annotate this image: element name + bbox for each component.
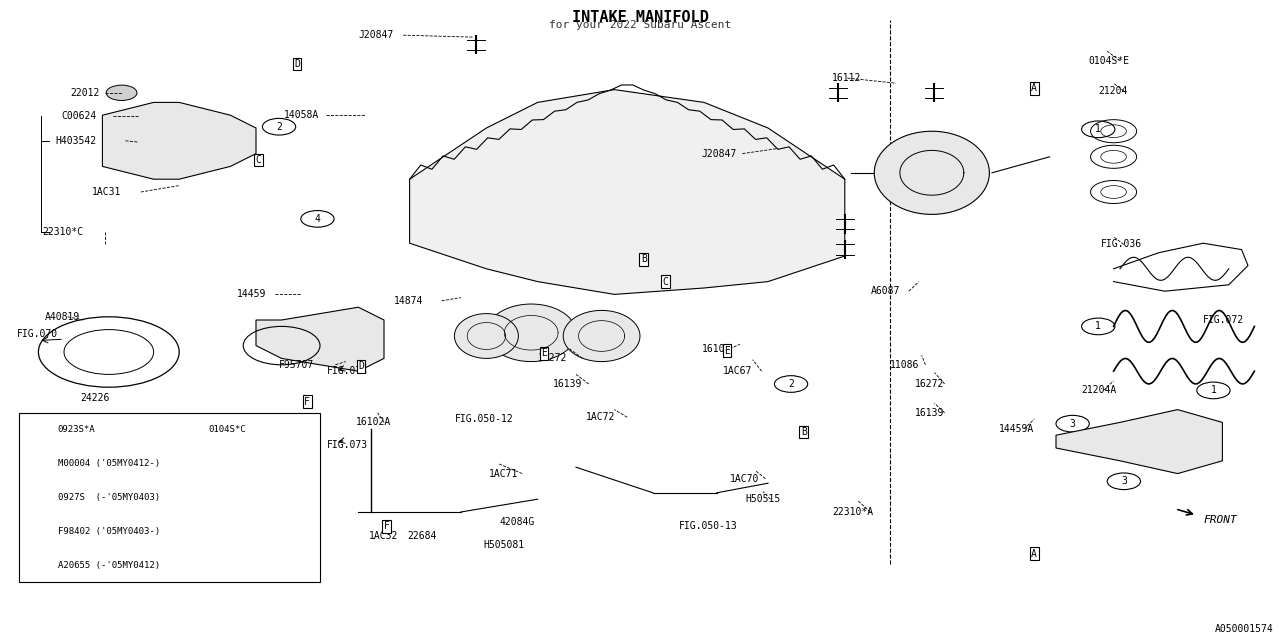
Text: 0927S  (-'05MY0403): 0927S (-'05MY0403) xyxy=(58,493,160,502)
Text: F95707: F95707 xyxy=(279,360,315,370)
Text: J20847: J20847 xyxy=(358,30,394,40)
Text: 42084G: 42084G xyxy=(499,516,535,527)
Text: 3: 3 xyxy=(1121,476,1126,486)
Text: C00624: C00624 xyxy=(61,111,97,122)
Text: 22012: 22012 xyxy=(70,88,100,98)
Polygon shape xyxy=(486,304,576,362)
Text: FIG.050-13: FIG.050-13 xyxy=(678,521,737,531)
Text: 1AC71: 1AC71 xyxy=(489,468,518,479)
Text: 16102A: 16102A xyxy=(356,417,392,428)
Text: A40819: A40819 xyxy=(45,312,81,322)
Text: 1: 1 xyxy=(1096,321,1101,332)
Text: J20847: J20847 xyxy=(701,148,737,159)
Text: A: A xyxy=(1032,83,1037,93)
Text: 16139: 16139 xyxy=(915,408,945,418)
Text: 14459A: 14459A xyxy=(998,424,1034,434)
Text: 1AC31: 1AC31 xyxy=(92,187,122,197)
Text: A6087: A6087 xyxy=(870,286,900,296)
Text: FIG.050-12: FIG.050-12 xyxy=(454,414,513,424)
Text: FIG.070: FIG.070 xyxy=(17,329,58,339)
Text: 0104S*E: 0104S*E xyxy=(1088,56,1129,66)
Text: 21204A: 21204A xyxy=(1082,385,1117,396)
Text: 22310*A: 22310*A xyxy=(832,507,873,517)
Text: INTAKE MANIFOLD: INTAKE MANIFOLD xyxy=(572,10,708,24)
Text: 21204: 21204 xyxy=(1098,86,1128,96)
Text: 24226: 24226 xyxy=(81,393,110,403)
Polygon shape xyxy=(102,102,256,179)
Text: H403542: H403542 xyxy=(55,136,96,146)
Text: 1AC67: 1AC67 xyxy=(723,366,753,376)
Text: M00004 ('05MY0412-): M00004 ('05MY0412-) xyxy=(58,459,160,468)
Text: B: B xyxy=(801,427,806,437)
Polygon shape xyxy=(1056,410,1222,474)
Text: 16112: 16112 xyxy=(832,73,861,83)
Text: 14058A: 14058A xyxy=(284,110,320,120)
Text: H50515: H50515 xyxy=(745,494,781,504)
Text: A20655 (-'05MY0412): A20655 (-'05MY0412) xyxy=(58,561,160,570)
Text: E: E xyxy=(724,346,730,356)
Text: 1: 1 xyxy=(36,425,41,435)
Text: 4: 4 xyxy=(315,214,320,224)
FancyBboxPatch shape xyxy=(19,413,320,582)
Text: 14874: 14874 xyxy=(394,296,424,306)
Text: 16272: 16272 xyxy=(538,353,567,364)
Text: 16139: 16139 xyxy=(553,379,582,389)
Text: D: D xyxy=(294,59,300,69)
Text: 3: 3 xyxy=(1070,419,1075,429)
Text: FIG.073: FIG.073 xyxy=(326,440,367,450)
Text: 2: 2 xyxy=(186,425,192,435)
Circle shape xyxy=(106,85,137,100)
Text: 1AC72: 1AC72 xyxy=(586,412,616,422)
Polygon shape xyxy=(454,314,518,358)
Text: 1AC70: 1AC70 xyxy=(730,474,759,484)
Text: 14459: 14459 xyxy=(237,289,266,300)
Text: C: C xyxy=(663,276,668,287)
Text: C: C xyxy=(256,155,261,165)
Text: 16102: 16102 xyxy=(701,344,731,354)
Text: 16272: 16272 xyxy=(915,379,945,389)
Text: 1: 1 xyxy=(1096,124,1101,134)
Text: 0104S*C: 0104S*C xyxy=(207,425,246,435)
Text: 22310*C: 22310*C xyxy=(42,227,83,237)
Text: FIG.036: FIG.036 xyxy=(1101,239,1142,250)
Text: A: A xyxy=(1032,548,1037,559)
Text: F: F xyxy=(305,397,310,407)
Text: F: F xyxy=(384,521,389,531)
Text: 11086: 11086 xyxy=(890,360,919,370)
Text: B: B xyxy=(641,254,646,264)
Polygon shape xyxy=(410,90,845,294)
Polygon shape xyxy=(874,131,989,214)
Text: 0923S*A: 0923S*A xyxy=(58,425,95,435)
Text: 2: 2 xyxy=(276,122,282,132)
Text: F98402 ('05MY0403-): F98402 ('05MY0403-) xyxy=(58,527,160,536)
Polygon shape xyxy=(563,310,640,362)
Text: 4: 4 xyxy=(36,561,41,570)
Text: H505081: H505081 xyxy=(484,540,525,550)
Text: 22684: 22684 xyxy=(407,531,436,541)
Text: 1AC32: 1AC32 xyxy=(369,531,398,541)
Text: FIG.072: FIG.072 xyxy=(1203,315,1244,325)
Text: A050001574: A050001574 xyxy=(1215,623,1274,634)
Text: for your 2022 Subaru Ascent: for your 2022 Subaru Ascent xyxy=(549,20,731,31)
Text: E: E xyxy=(541,348,547,358)
Text: 3: 3 xyxy=(36,493,41,502)
Polygon shape xyxy=(256,307,384,371)
Text: 1: 1 xyxy=(1211,385,1216,396)
Text: D: D xyxy=(358,361,364,371)
Text: FIG.073: FIG.073 xyxy=(326,366,367,376)
Text: FRONT: FRONT xyxy=(1203,515,1236,525)
Text: 2: 2 xyxy=(788,379,794,389)
